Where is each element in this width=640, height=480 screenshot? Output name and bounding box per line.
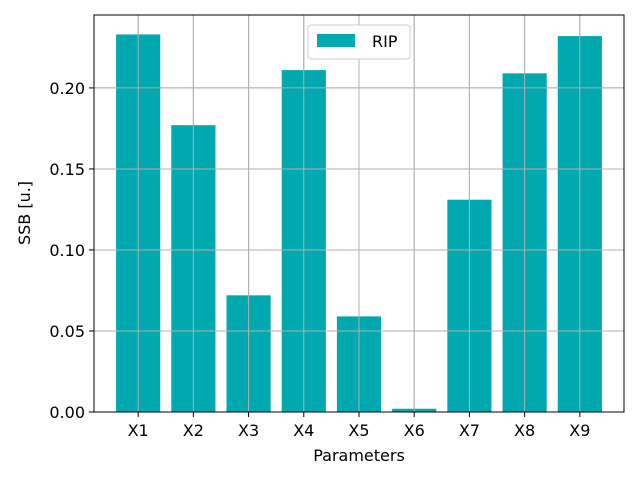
x-tick-label: X6: [404, 421, 425, 440]
y-axis-label: SSB [u.]: [15, 181, 34, 245]
legend-frame: [307, 24, 411, 60]
y-tick-label: 0.00: [49, 403, 85, 422]
y-tick-label: 0.15: [49, 160, 85, 179]
y-tick-label: 0.20: [49, 79, 85, 98]
x-tick-label: X3: [238, 421, 259, 440]
x-axis-ticks: X1 X2 X3 X4 X5 X6 X7 X8 X9: [128, 412, 590, 440]
x-axis-label: Parameters: [313, 446, 405, 465]
legend-label-rip: RIP: [372, 32, 398, 51]
legend-swatch-rip: [317, 34, 355, 47]
legend: RIP: [307, 24, 411, 60]
x-tick-label: X1: [128, 421, 149, 440]
x-tick-label: X5: [348, 421, 369, 440]
x-tick-label: X4: [293, 421, 314, 440]
y-tick-label: 0.10: [49, 241, 85, 260]
x-tick-label: X2: [183, 421, 204, 440]
y-axis-ticks: 0.00 0.05 0.10 0.15 0.20: [49, 79, 94, 422]
y-tick-label: 0.05: [49, 322, 85, 341]
x-tick-label: X8: [514, 421, 535, 440]
x-tick-label: X9: [569, 421, 590, 440]
x-tick-label: X7: [459, 421, 480, 440]
